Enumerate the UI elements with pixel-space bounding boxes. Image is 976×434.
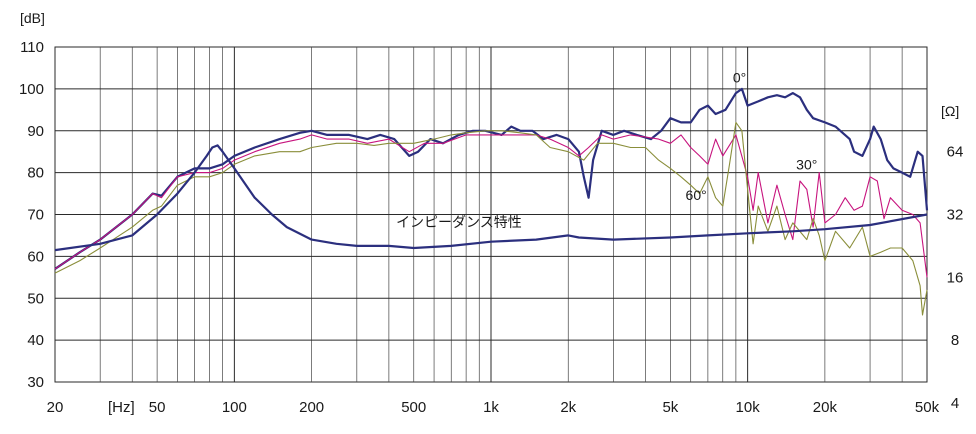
x-tick-label: 20 (47, 399, 64, 416)
x-tick-label: 50k (915, 399, 940, 416)
y2-tick-label: 32 (947, 207, 964, 224)
y2-tick-labels: 64 32 16 8 4 (947, 144, 964, 412)
x-tick-label: 20k (813, 399, 838, 416)
y-tick-label: 50 (27, 290, 44, 307)
annotation-label-3: インピーダンス特性 (396, 215, 522, 231)
x-tick-label: 2k (560, 399, 576, 416)
x-tick-label: 10k (736, 399, 761, 416)
curves (54, 87, 929, 316)
x-tick-label: 50 (149, 399, 166, 416)
annotation-label-2: 60° (686, 187, 707, 203)
annotations: 0° 30° 60° インピーダンス特性 (396, 70, 817, 231)
series-line-0 (54, 87, 929, 270)
y-tick-label: 70 (27, 207, 44, 224)
x-tick-label: 1k (483, 399, 499, 416)
y-tick-labels: 110 100 90 80 70 60 50 40 30 (19, 39, 44, 391)
x-tick-labels: 20 50 100 200 500 1k 2k 5k 10k 20k 50k (47, 399, 940, 416)
y-tick-label: 110 (20, 39, 44, 56)
x-tick-label: 500 (401, 399, 426, 416)
series-line-1 (54, 134, 928, 278)
x-tick-label: 100 (222, 399, 247, 416)
y-tick-label: 90 (27, 123, 44, 140)
y2-tick-label: 8 (951, 332, 959, 349)
y2-tick-label: 64 (947, 144, 964, 161)
y2-tick-label: 16 (947, 269, 964, 286)
y-tick-label: 100 (19, 81, 44, 98)
y-axis-unit: [dB] (20, 10, 45, 26)
y-tick-label: 60 (27, 248, 44, 265)
series-line-3 (54, 144, 928, 252)
x-axis-unit: [Hz] (108, 399, 135, 416)
x-tick-label: 5k (662, 399, 678, 416)
y2-tick-label: 4 (951, 395, 959, 412)
annotation-label-1: 30° (796, 156, 817, 172)
y2-axis-unit: [Ω] (941, 103, 959, 119)
y-tick-label: 30 (27, 374, 44, 391)
y-tick-label: 40 (27, 332, 44, 349)
y-tick-label: 80 (27, 165, 44, 182)
annotation-label-0: 0° (733, 70, 746, 86)
series-line-2 (54, 121, 928, 316)
x-tick-label: 200 (299, 399, 324, 416)
